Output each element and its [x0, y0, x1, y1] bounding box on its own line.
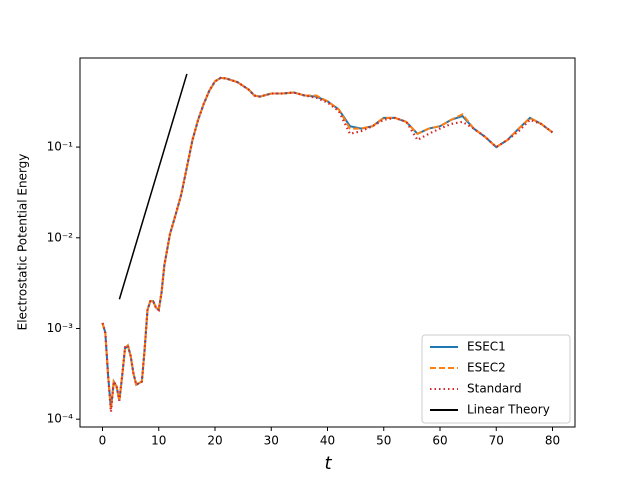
legend-label: Linear Theory: [467, 403, 550, 417]
legend-label: ESEC2: [467, 361, 506, 375]
x-tick-label: 60: [432, 434, 447, 448]
plot-frame: [79, 57, 576, 428]
legend-label: ESEC1: [467, 340, 506, 354]
x-tick-label: 50: [376, 434, 391, 448]
x-tick-label: 30: [264, 434, 279, 448]
x-tick-label: 80: [545, 434, 560, 448]
legend-box: [421, 334, 571, 424]
legend-label: Standard: [467, 382, 522, 396]
x-tick-label: 0: [99, 434, 107, 448]
y-tick-label: 10⁻³: [47, 321, 74, 335]
series-line: [101, 76, 554, 413]
x-axis-label: t: [324, 453, 332, 474]
y-tick-label: 10⁻¹: [47, 140, 74, 154]
x-tick-label: 40: [320, 434, 335, 448]
series-line: [118, 73, 188, 300]
series-line: [101, 76, 554, 409]
y-tick-label: 10⁻⁴: [47, 412, 74, 426]
y-axis-label: Electrostatic Potential Energy: [16, 154, 30, 331]
x-tick-label: 10: [151, 434, 166, 448]
x-tick-label: 20: [207, 434, 222, 448]
x-tick-label: 70: [489, 434, 504, 448]
y-tick-label: 10⁻²: [47, 230, 74, 244]
